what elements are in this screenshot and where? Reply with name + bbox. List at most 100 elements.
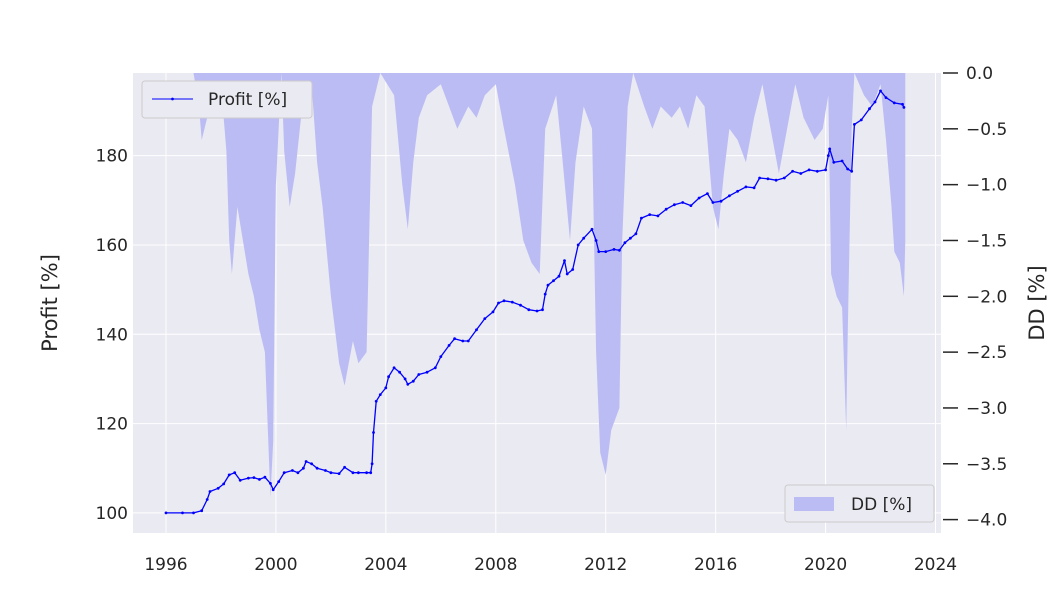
- profit-point: [612, 248, 616, 251]
- profit-point: [879, 89, 882, 93]
- profit-point: [552, 279, 555, 283]
- profit-point: [799, 172, 803, 175]
- profit-point: [535, 309, 539, 313]
- profit-point: [425, 370, 429, 374]
- profit-point: [310, 462, 313, 466]
- profit-point: [497, 301, 500, 305]
- profit-point: [324, 469, 327, 472]
- profit-point: [791, 169, 794, 173]
- profit-point: [828, 147, 832, 151]
- profit-point: [378, 393, 382, 396]
- profit-point: [868, 107, 871, 111]
- profit-point: [824, 168, 827, 172]
- profit-point: [846, 167, 849, 171]
- profit-point: [433, 366, 437, 370]
- profit-point: [370, 462, 374, 466]
- y2-tick-label: −1.5: [966, 231, 1007, 251]
- legend-profit-marker-icon: [171, 97, 174, 101]
- profit-point: [411, 379, 415, 383]
- profit-point: [736, 189, 739, 193]
- y2-tick-label: 0.0: [966, 64, 993, 84]
- profit-point: [543, 292, 547, 296]
- profit-point: [417, 373, 421, 376]
- profit-point: [697, 196, 701, 200]
- profit-point: [502, 299, 506, 303]
- profit-point: [640, 216, 643, 220]
- profit-point: [576, 243, 580, 247]
- x-tick-label: 2020: [804, 555, 847, 575]
- profit-point: [815, 169, 819, 173]
- legend-profit: Profit [%]: [141, 80, 313, 119]
- y2-tick-label: −2.5: [966, 343, 1007, 363]
- profit-point: [387, 375, 390, 379]
- legend-dd: DD [%]: [784, 484, 935, 523]
- x-tick-label: 2008: [474, 555, 517, 575]
- profit-point: [233, 471, 237, 475]
- profit-point: [689, 204, 693, 208]
- legend-dd-label: DD [%]: [851, 495, 912, 515]
- profit-point: [337, 472, 341, 475]
- profit-point: [681, 201, 685, 204]
- y2-tick-label: −3.5: [966, 455, 1007, 475]
- profit-point: [656, 214, 660, 218]
- x-tick-labels: 1996 2000 2004 2008 2012 2016 2020 2024: [144, 555, 957, 575]
- legend-dd-swatch-icon: [794, 497, 834, 511]
- profit-point: [439, 355, 443, 358]
- x-tick-label: 2024: [914, 555, 957, 575]
- profit-point: [565, 272, 569, 276]
- profit-point: [357, 471, 360, 475]
- profit-point: [774, 178, 778, 182]
- profit-point: [200, 509, 204, 513]
- x-tick-label: 2004: [364, 555, 407, 575]
- y2-axis-label: DD [%]: [1025, 265, 1049, 340]
- y-tick-label: 140: [96, 325, 128, 345]
- profit-point: [527, 308, 531, 312]
- profit-point: [466, 339, 470, 343]
- profit-point: [510, 300, 514, 304]
- profit-point: [719, 199, 723, 203]
- profit-point: [271, 488, 275, 492]
- y-tick-label: 120: [96, 415, 128, 435]
- profit-point: [629, 236, 632, 240]
- profit-point: [302, 466, 305, 470]
- profit-point: [296, 471, 300, 475]
- profit-point: [269, 482, 272, 485]
- profit-point: [192, 511, 195, 515]
- profit-point: [766, 177, 770, 181]
- legend-dd-box: [784, 484, 935, 523]
- profit-point: [826, 154, 830, 158]
- profit-point: [369, 471, 373, 475]
- profit-point: [563, 259, 566, 262]
- profit-point: [673, 203, 676, 207]
- profit-point: [519, 303, 522, 307]
- y2-tick-label: −2.0: [966, 287, 1007, 307]
- profit-point: [263, 475, 267, 479]
- profit-layer: [164, 89, 906, 515]
- profit-point: [365, 471, 368, 475]
- profit-point: [840, 159, 844, 163]
- profit-point: [252, 476, 256, 479]
- y-tick-label: 180: [96, 147, 128, 167]
- legend-profit-box: [141, 80, 313, 119]
- profit-point: [291, 469, 294, 472]
- profit-point: [648, 213, 652, 217]
- profit-point: [351, 471, 355, 475]
- profit-point: [398, 370, 401, 374]
- profit-point: [618, 248, 621, 252]
- profit-point: [807, 168, 811, 172]
- y2-tick-labels: 0.0 −0.5 −1.0 −1.5 −2.0 −2.5 −3.0 −3.5 −4.0: [943, 64, 1007, 531]
- profit-point: [282, 471, 286, 475]
- x-tick-label: 2016: [694, 555, 737, 575]
- profit-point: [208, 490, 212, 493]
- profit-point: [728, 194, 731, 198]
- profit-point: [758, 176, 761, 180]
- y2-tick-label: −0.5: [966, 120, 1007, 140]
- profit-point: [901, 102, 904, 106]
- profit-point: [546, 283, 550, 287]
- profit-point: [483, 317, 487, 320]
- profit-point: [461, 339, 465, 343]
- y-axis-label: Profit [%]: [38, 254, 62, 352]
- profit-point: [664, 207, 668, 211]
- profit-point: [902, 106, 906, 109]
